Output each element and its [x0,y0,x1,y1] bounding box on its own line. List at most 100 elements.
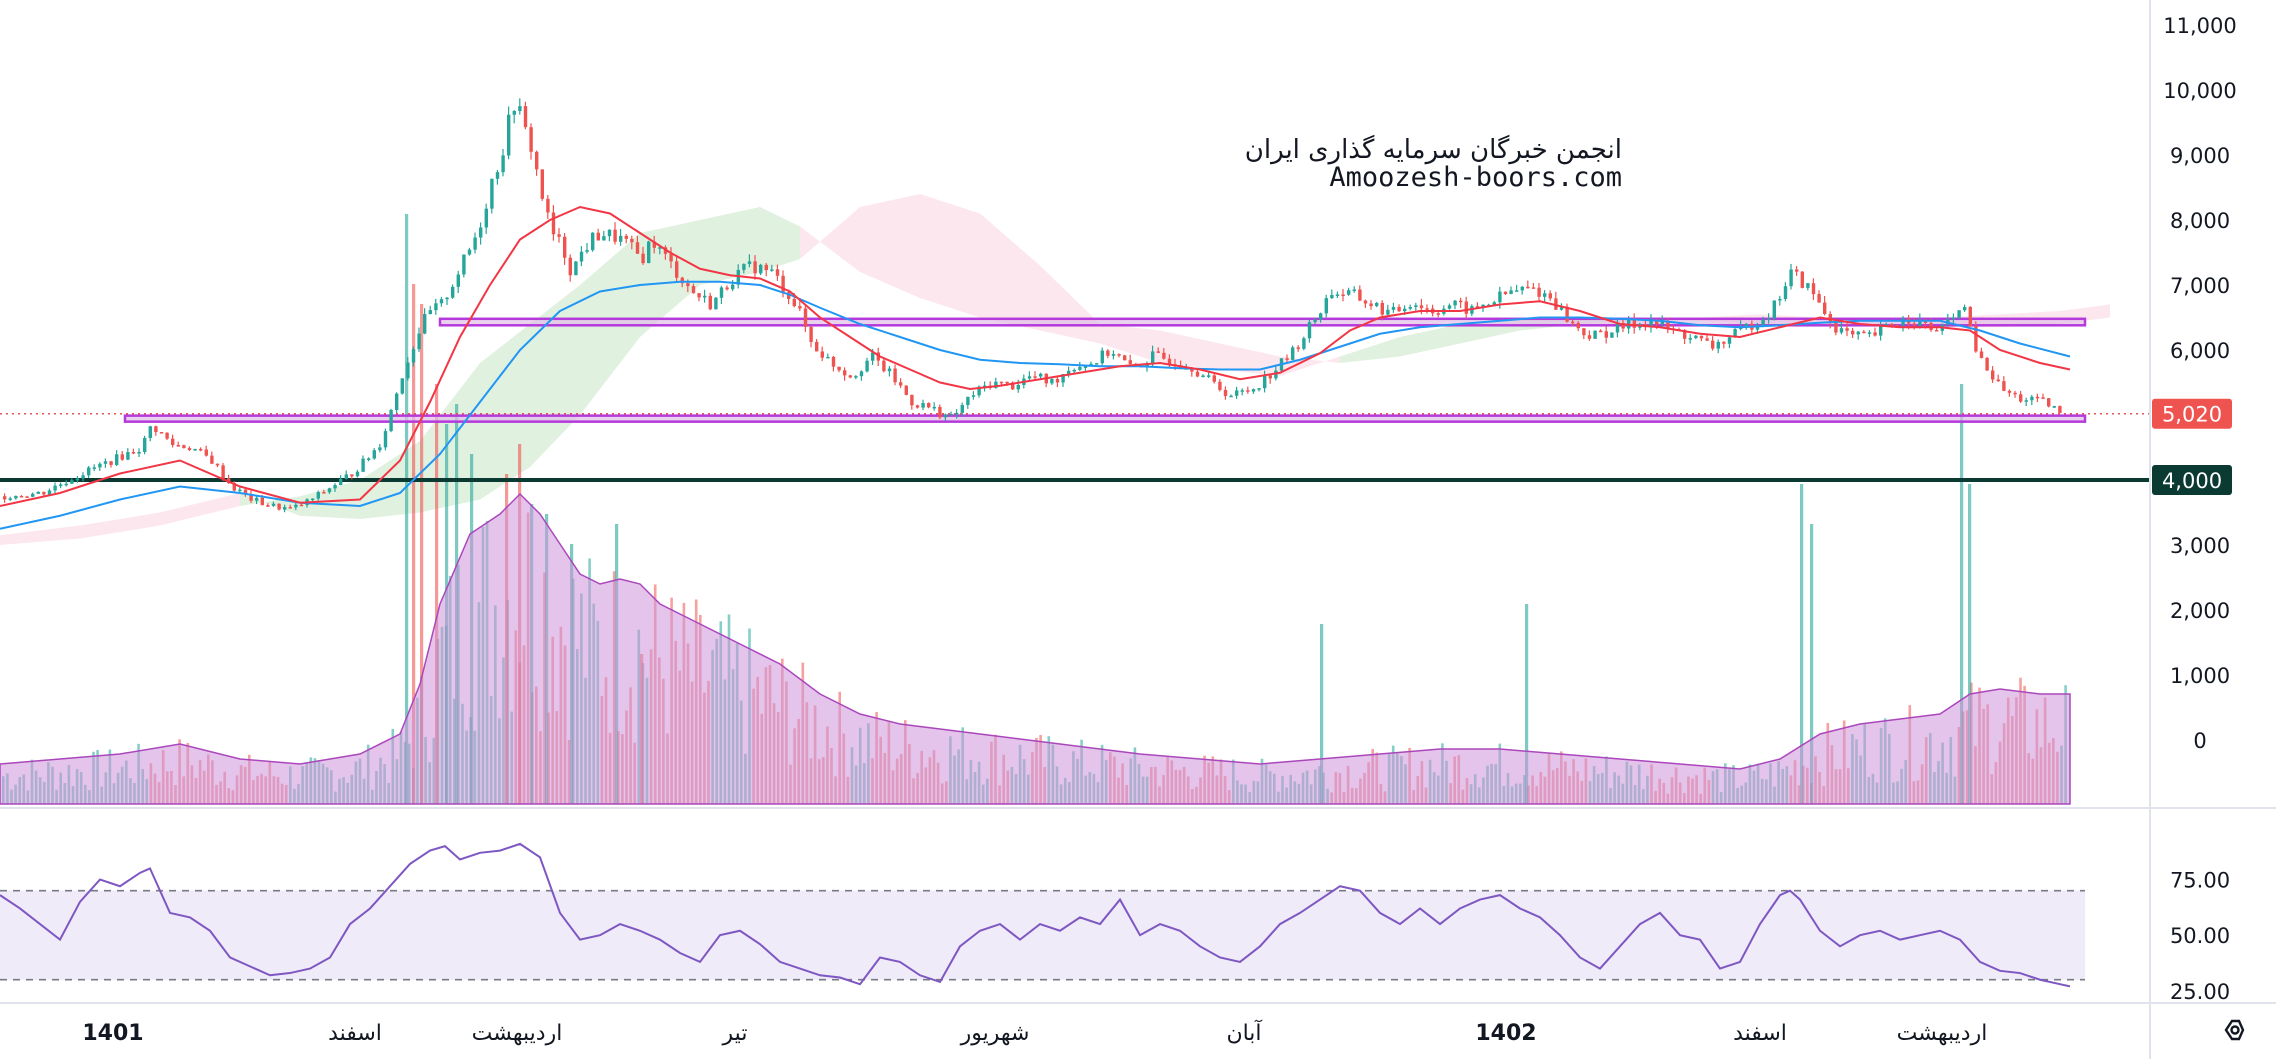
candle-body [1257,388,1261,390]
volume-spike [1960,384,1964,804]
price-tick-label: 1,000 [2170,664,2230,688]
candle-body [641,253,645,264]
candle-body [75,478,80,481]
candle-body [1795,269,1799,272]
candle-body [1711,340,1715,349]
candle-body [1576,322,1580,329]
candle-body [1789,269,1793,287]
candle-body [1235,390,1239,396]
candle-body [344,474,348,479]
cloud-segment [80,512,160,539]
candle-body [2002,381,2006,391]
candle-body [87,467,91,476]
candle-body [770,269,774,271]
candle-body [277,503,281,510]
candle-body [591,232,595,251]
candle-body [826,356,830,359]
candle-body [428,310,432,315]
cloud-segment [240,493,300,516]
candle-body [400,378,404,394]
cloud-segment [1400,324,1460,357]
candle-body [1879,325,1883,336]
candle-body [1806,283,1810,288]
candle-body [523,106,528,128]
candle-body [1341,294,1345,296]
rsi-tick-label: 75.00 [2170,869,2230,893]
price-tick-label: 11,000 [2163,14,2236,38]
candle-body [893,368,897,383]
candle-body [809,326,813,342]
candle-body [1436,313,1440,315]
level-tag [2152,465,2232,495]
candle-body [1968,307,1972,327]
candle-body [1834,322,1838,333]
candle-body [1537,287,1541,297]
candle-body [210,455,214,464]
candle-body [462,254,466,275]
candle-body [70,480,74,484]
candle-body [2013,392,2017,395]
candle-body [1890,324,1894,326]
candle-body [299,504,304,507]
time-axis-label: 1401 [82,1021,143,1046]
ma-fast-line [0,205,2071,507]
candle-body [854,376,858,378]
candle-body [361,458,365,472]
candle-body [238,489,242,492]
volume-spike [1320,624,1324,804]
candle-body [232,483,236,491]
candle-body [243,489,248,495]
candle-body [378,447,382,451]
candle-body [1324,298,1328,314]
candle-body [1610,332,1614,338]
candle-body [1408,307,1412,309]
candle-body [1666,320,1670,329]
candle-body [904,385,908,395]
rsi-band-fill [0,890,2085,980]
candle-body [288,507,292,509]
candle-body [3,496,7,500]
candle-body [1526,286,1530,289]
settings-icon[interactable] [2224,1019,2245,1041]
time-axis-label: اسفند [328,1021,382,1046]
candle-body [1386,309,1390,315]
candle-body [658,247,662,249]
last-price-label: 5,020 [2162,403,2222,427]
candle-body [1783,286,1788,299]
candle-body [1991,370,1995,380]
candle-body [1621,322,1625,329]
candle-body [1083,366,1088,368]
candle-body [131,452,136,454]
candle-body [1302,338,1306,349]
candle-body [899,382,903,386]
cloud-segment [1220,343,1280,376]
candle-body [159,432,164,434]
cloud-segment [1340,337,1400,363]
candle-body [1453,300,1457,306]
candle-body [1223,389,1228,397]
candle-body [1515,290,1519,292]
support-bands [123,317,2087,423]
cloud-segment [480,324,530,500]
time-axis[interactable]: 1401 اسفند اردیبهشت تیر شهریور آبان 1402 اسفند ا… [82,1019,1987,1046]
candle-body [1307,322,1312,339]
candle-body [350,474,354,477]
candle-body [574,261,578,276]
candle-body [42,491,46,495]
candle-body [339,478,343,485]
candle-body [215,463,220,466]
price-axis[interactable]: 11,000 10,000 9,000 8,000 7,000 6,000 3,000 2,0… [2152,14,2237,1004]
candle-body [871,352,875,361]
candle-body [1587,335,1592,339]
candle-body [1599,330,1603,333]
candle-body [1559,306,1564,310]
volume-spike [1968,484,1972,804]
candle-body [311,498,315,501]
price-tick-label: 2,000 [2170,599,2230,623]
candle-body [1162,352,1166,359]
candle-body [719,287,724,298]
candle-body [1492,302,1496,305]
candle-body [1285,358,1289,360]
candle-body [910,394,914,406]
